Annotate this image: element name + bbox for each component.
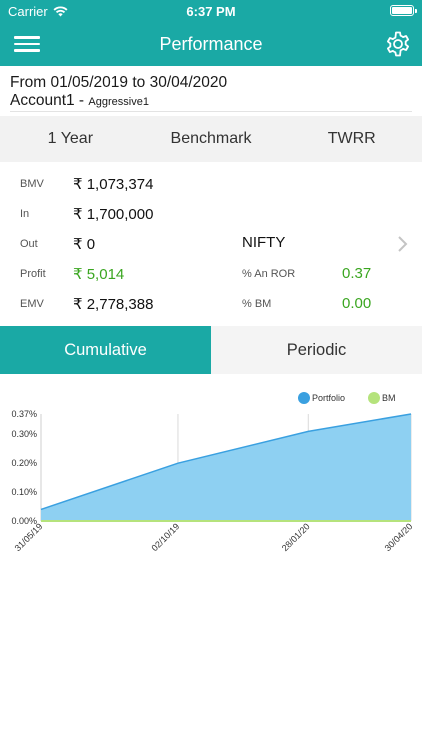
tab-cumulative[interactable]: Cumulative	[0, 326, 211, 374]
account-line: Account1 - Aggressive1	[10, 92, 412, 111]
bm-label: % BM	[242, 298, 272, 310]
portfolio-area	[41, 414, 411, 521]
chart-svg: 0.00% 0.10% 0.20% 0.30% 0.37% 31/05/19 02/10/1…	[11, 392, 415, 553]
metric-row-bmv: BMV ₹ 1,073,374	[0, 170, 422, 200]
account-name: Account1 -	[10, 92, 85, 109]
portfolio-name: Aggressive1	[88, 96, 149, 108]
profit-value: ₹ 5,014	[73, 266, 125, 283]
bmv-label: BMV	[20, 178, 44, 190]
metric-row-in: In ₹ 1,700,000	[0, 200, 422, 230]
legend-portfolio-label: Portfolio	[312, 393, 345, 403]
bmv-value: ₹ 1,073,374	[73, 176, 154, 193]
profit-label: Profit	[20, 268, 46, 280]
chart-mode-tabs: Cumulative Periodic	[0, 326, 422, 374]
page-title: Performance	[159, 34, 263, 54]
status-bar: Carrier 6:37 PM	[0, 0, 422, 22]
metric-row-emv: EMV ₹ 2,778,388 % BM 0.00	[0, 290, 422, 320]
y-tick-label: 0.10%	[11, 487, 37, 497]
battery-icon	[390, 5, 417, 16]
benchmark-name[interactable]: NIFTY	[242, 234, 286, 251]
x-tick-label: 28/01/20	[280, 521, 312, 553]
out-value: ₹ 0	[73, 236, 96, 253]
performance-chart: 0.00% 0.10% 0.20% 0.30% 0.37% 31/05/19 02/10/1…	[0, 374, 422, 594]
clock: 6:37 PM	[186, 4, 236, 19]
y-tick-label: 0.00%	[11, 516, 37, 526]
y-tick-label: 0.37%	[11, 409, 37, 419]
date-range: From 01/05/2019 to 30/04/2020	[10, 74, 228, 91]
in-label: In	[20, 208, 30, 220]
y-tick-label: 0.20%	[11, 458, 37, 468]
carrier-indicator: Carrier	[8, 4, 68, 19]
legend-bm-label: BM	[382, 393, 396, 403]
out-label: Out	[20, 238, 38, 250]
tab-periodic[interactable]: Periodic	[211, 326, 422, 374]
emv-value: ₹ 2,778,388	[73, 296, 154, 313]
nav-bar: Performance	[0, 22, 422, 66]
bm-value: 0.00	[342, 295, 372, 312]
return-method-selector[interactable]: TWRR	[327, 130, 376, 147]
portfolio-line	[40, 413, 412, 511]
wifi-icon	[53, 6, 68, 17]
benchmark-selector[interactable]: Benchmark	[170, 130, 252, 147]
period-header: From 01/05/2019 to 30/04/2020 Account1 -…	[0, 66, 422, 112]
legend-bm-swatch	[368, 392, 380, 404]
legend-portfolio-swatch	[298, 392, 310, 404]
header-divider	[10, 111, 412, 112]
hamburger-menu-icon[interactable]	[14, 33, 40, 55]
emv-label: EMV	[20, 298, 44, 310]
in-value: ₹ 1,700,000	[73, 206, 154, 223]
an-ror-value: 0.37	[342, 265, 372, 282]
x-tick-label: 31/05/19	[13, 521, 45, 553]
metric-row-profit: Profit ₹ 5,014 % An ROR 0.37	[0, 260, 422, 290]
period-selector[interactable]: 1 Year	[47, 130, 94, 147]
x-tick-label: 02/10/19	[150, 521, 182, 553]
carrier-label: Carrier	[8, 4, 48, 19]
an-ror-label: % An ROR	[242, 268, 296, 280]
metric-row-out: Out ₹ 0 NIFTY	[0, 230, 422, 260]
chevron-right-icon[interactable]	[396, 233, 410, 255]
y-tick-label: 0.30%	[11, 429, 37, 439]
filter-selector-row: 1 Year Benchmark TWRR	[0, 116, 422, 162]
gear-icon[interactable]	[384, 30, 412, 58]
x-tick-label: 30/04/20	[383, 521, 415, 553]
